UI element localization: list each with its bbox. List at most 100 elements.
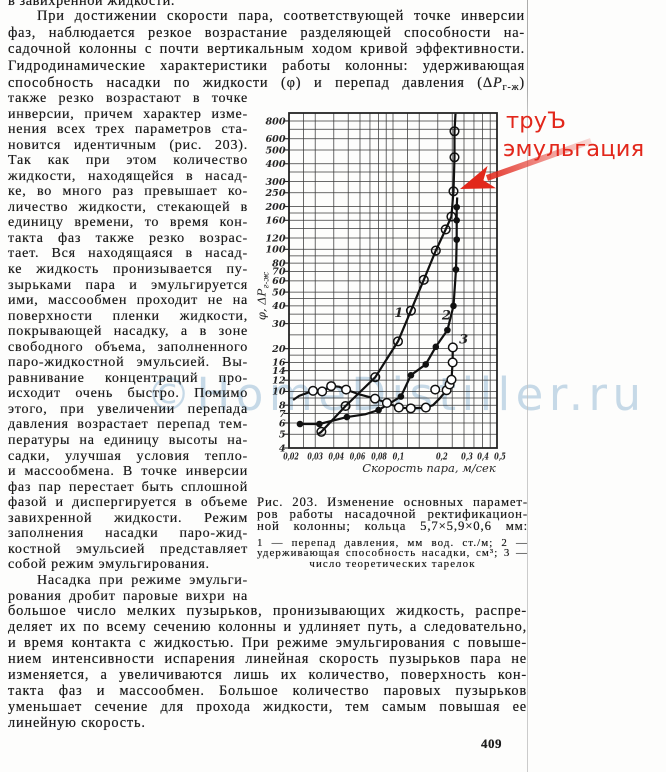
curve-label-1: 1	[394, 306, 403, 321]
x-axis-label: Скорость пара, м/сек	[362, 461, 496, 475]
x-axis-ticks: 0,02 0,03 0,04 0,06 0,08 0,1 0,2 0,3 0,4 0,5	[283, 452, 506, 463]
svg-text:0,1: 0,1	[393, 452, 405, 463]
text-line: нием интенсивности испарения линейная ск…	[8, 651, 527, 668]
caption-line: Рис. 203. Изменение основных парамет-	[257, 495, 528, 509]
chart-series-2: 2	[296, 197, 461, 428]
text-line: давления возрастает перепад тем-	[8, 416, 248, 433]
svg-text:6: 6	[279, 418, 286, 429]
text-line: Так как при этом количество	[8, 152, 248, 169]
text-line: нения всех трех параметров ста-	[8, 121, 248, 138]
text-line: такта фаз также резко возрас-	[8, 229, 248, 246]
svg-text:80: 80	[272, 258, 286, 269]
svg-text:0,03: 0,03	[307, 452, 323, 463]
svg-text:600: 600	[265, 134, 285, 145]
svg-text:250: 250	[264, 188, 285, 199]
page-number: 409	[481, 736, 502, 751]
top-paragraph: При достижении скорости пара, соответств…	[8, 8, 525, 93]
text-line: тает. Вся находящаяся в насад-	[8, 245, 248, 262]
text-line: жидкости, находящейся в насад-	[8, 167, 248, 184]
svg-text:0,06: 0,06	[350, 452, 366, 463]
text-line: При достижении скорости пара, соответств…	[37, 8, 525, 24]
svg-text:0,4: 0,4	[477, 452, 489, 463]
svg-text:50: 50	[272, 287, 286, 298]
text-line: линейную скорость.	[8, 715, 146, 732]
legend-line: число теоретических тарелок	[309, 557, 476, 570]
text-line: в завихренной жидкости.	[8, 0, 176, 9]
y-axis-label: φ, ΔРг-ж	[255, 272, 272, 321]
text-line: изменяется, а увеличиваются лишь их коли…	[8, 667, 527, 684]
text-line: личество жидкости, стекающей в	[8, 198, 248, 215]
legend-line: 1 — перепад давления, мм вод. ст./м; 2 —	[257, 537, 528, 549]
text-line: этого, при увеличении перепада	[8, 400, 248, 417]
svg-text:0,08: 0,08	[371, 452, 387, 463]
left-column-paragraphs: также резко возрастают в точке инверсии, …	[8, 90, 248, 604]
svg-text:160: 160	[265, 216, 285, 227]
annotation-line-1: труЪ	[506, 108, 567, 134]
figure-caption: Рис. 203. Изменение основных парамет-ров…	[257, 495, 528, 534]
text-line: способность насадки по жидкости (φ) и пе…	[8, 74, 525, 93]
svg-text:500: 500	[265, 145, 285, 156]
svg-text:400: 400	[265, 159, 285, 170]
text-line: фазой и диспергируется в объеме	[8, 494, 248, 511]
svg-text:30: 30	[272, 319, 286, 330]
legend-line: удерживающая способность насадки, см³; 3…	[257, 547, 528, 560]
curve-label-2: 2	[441, 309, 451, 324]
svg-text:60: 60	[272, 276, 286, 287]
text-line: поверхности пленки жидкости,	[8, 307, 248, 324]
svg-text:200: 200	[264, 202, 285, 213]
svg-text:16: 16	[272, 358, 286, 369]
text-line: большое число мелких пузырьков, пронизыв…	[8, 603, 527, 619]
svg-text:70: 70	[272, 267, 286, 278]
text-line: Насадка при режиме эмульги-	[37, 571, 248, 588]
chart-series-1: 1	[316, 113, 460, 437]
svg-text:4: 4	[279, 443, 286, 454]
caption-line: ной колонны; кольца 5,7×5,9×0,6 мм:	[257, 519, 528, 534]
text-line: завихренной жидкости. Режим	[8, 509, 248, 526]
curve-label-3: 3	[459, 333, 468, 348]
text-line: и время контакта с жидкостью. При режиме…	[8, 635, 527, 652]
text-line: фаз пар перестает быть сплошной	[8, 478, 248, 495]
text-line: паро-жидкостной эмульсией. Вы-	[8, 354, 248, 371]
svg-text:12: 12	[272, 375, 286, 386]
svg-text:5: 5	[279, 430, 286, 441]
text-line: рования дробит паровые вихри на	[8, 587, 248, 604]
text-line: новится идентичным (рис. 203).	[8, 136, 248, 153]
text-line: собой режим эмульгирования.	[8, 556, 210, 573]
svg-text:40: 40	[272, 301, 286, 312]
text-line: свободного объема, заполненного	[8, 338, 248, 355]
svg-text:100: 100	[265, 245, 285, 256]
svg-text:0,2: 0,2	[436, 452, 448, 463]
watermark-text: ©HomeDistiller.ru	[146, 368, 647, 421]
annotation-line-2: эмульгация	[503, 136, 645, 162]
svg-text:7: 7	[279, 409, 286, 420]
svg-text:120: 120	[265, 233, 285, 244]
text-line: покрывающей насадку, а в зоне	[8, 323, 248, 340]
svg-text:14: 14	[272, 366, 286, 377]
figure-legend: 1 — перепад давления, мм вод. ст./м; 2 —…	[257, 537, 528, 570]
text-line: зырьками пара и эмульгируется	[8, 276, 248, 293]
svg-text:300: 300	[265, 177, 285, 188]
text-line: уменьшает сечение для прохода жидкости, …	[8, 699, 527, 716]
text-line: костной эмульсией представляет	[8, 540, 248, 557]
text-line: и массообмена. В точке инверсии	[8, 463, 248, 480]
text-line: заполнения насадки паро-жид-	[8, 525, 248, 542]
text-line: ими, массообмен проходит не на	[8, 292, 248, 309]
text-line: ке жидкость пронизывается пу-	[8, 261, 248, 278]
text-line: также резко возрастают в точке	[8, 90, 248, 106]
svg-text:0,02: 0,02	[283, 452, 299, 463]
svg-text:0,04: 0,04	[328, 452, 344, 463]
chart-series-3: 3	[292, 333, 468, 414]
text-line: равнивание концентраций про-	[8, 369, 248, 386]
text-line: единицу времени, то время кон-	[8, 214, 248, 231]
text-line: деляет их по всему сечению колонны и удл…	[8, 619, 527, 636]
svg-text:0,5: 0,5	[494, 452, 506, 463]
bottom-paragraph: большое число мелких пузырьков, пронизыв…	[8, 603, 527, 731]
text-line: садочной колонны с почти вертикальным хо…	[8, 41, 525, 58]
text-line: садки, улучшая условия тепло-	[8, 447, 248, 464]
svg-text:0,3: 0,3	[461, 452, 473, 463]
svg-text:10: 10	[272, 387, 286, 398]
text-line: Гидродинамические характеристики работы …	[8, 58, 525, 75]
